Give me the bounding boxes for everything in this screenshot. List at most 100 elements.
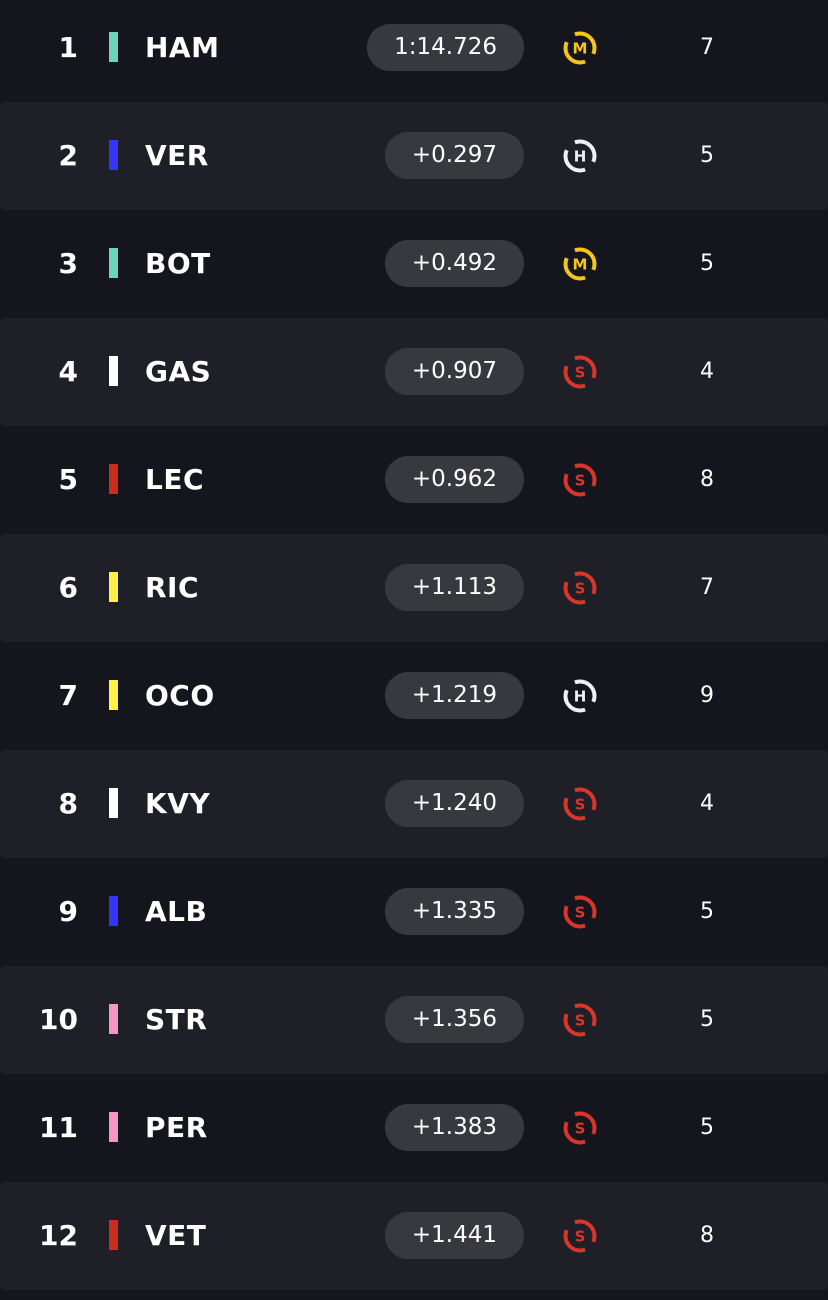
team-color-bar	[109, 140, 118, 170]
driver-code: RIC	[145, 571, 200, 604]
driver-code: PER	[145, 1111, 208, 1144]
driver-code: HAM	[145, 31, 220, 64]
tyre-ring	[563, 895, 597, 929]
result-row[interactable]: 11 PER +1.383 S 5	[0, 1074, 828, 1182]
position-number: 9	[58, 895, 78, 928]
lap-count: 5	[700, 1115, 714, 1140]
gap-time-pill: +0.297	[384, 132, 524, 179]
tyre-ring	[563, 1111, 597, 1145]
team-color-bar	[109, 32, 118, 62]
position-number: 12	[39, 1219, 78, 1252]
gap-time-pill: +1.356	[384, 996, 524, 1043]
gap-time-pill: +0.962	[384, 456, 524, 503]
result-row[interactable]: 12 VET +1.441 S 8	[0, 1182, 828, 1290]
position-number: 5	[58, 463, 78, 496]
team-color-bar	[109, 896, 118, 926]
lap-count: 7	[700, 575, 714, 600]
team-color-bar	[109, 572, 118, 602]
tyre-letter: S	[575, 1012, 586, 1030]
team-color-bar	[109, 788, 118, 818]
soft-tyre-icon: S	[563, 1111, 597, 1145]
position-number: 7	[58, 679, 78, 712]
lap-count: 4	[700, 791, 714, 816]
result-row[interactable]: 7 OCO +1.219 H 9	[0, 642, 828, 750]
tyre-ring	[563, 571, 597, 605]
tyre-letter: S	[575, 904, 586, 922]
medium-tyre-icon: M	[563, 31, 597, 65]
driver-code: GAS	[145, 355, 212, 388]
lap-count: 8	[700, 1223, 714, 1248]
lap-count: 8	[700, 467, 714, 492]
driver-code: STR	[145, 1003, 208, 1036]
tyre-ring	[563, 679, 597, 713]
tyre-letter: H	[574, 688, 587, 706]
result-row[interactable]: 8 KVY +1.240 S 4	[0, 750, 828, 858]
tyre-ring	[563, 787, 597, 821]
team-color-bar	[109, 1004, 118, 1034]
soft-tyre-icon: S	[563, 787, 597, 821]
lap-count: 4	[700, 359, 714, 384]
gap-time-pill: +1.335	[384, 888, 524, 935]
soft-tyre-icon: S	[563, 895, 597, 929]
lap-count: 5	[700, 251, 714, 276]
gap-time-pill: +1.113	[384, 564, 524, 611]
medium-tyre-icon: M	[563, 247, 597, 281]
tyre-letter: S	[575, 796, 586, 814]
tyre-letter: S	[575, 364, 586, 382]
team-color-bar	[109, 1112, 118, 1142]
lap-count: 5	[700, 1007, 714, 1032]
result-row[interactable]: 3 BOT +0.492 M 5	[0, 210, 828, 318]
gap-time-pill: +1.383	[384, 1104, 524, 1151]
lap-count: 7	[700, 35, 714, 60]
tyre-letter: S	[575, 1228, 586, 1246]
tyre-ring	[563, 31, 597, 65]
lap-time-pill: 1:14.726	[367, 24, 524, 71]
tyre-ring	[563, 139, 597, 173]
soft-tyre-icon: S	[563, 355, 597, 389]
tyre-letter: S	[575, 472, 586, 490]
tyre-ring	[563, 247, 597, 281]
driver-code: VER	[145, 139, 209, 172]
gap-time-pill: +0.492	[384, 240, 524, 287]
tyre-letter: M	[573, 256, 588, 274]
result-row[interactable]: 10 STR +1.356 S 5	[0, 966, 828, 1074]
tyre-ring	[563, 355, 597, 389]
position-number: 8	[58, 787, 78, 820]
gap-time-pill: +1.219	[384, 672, 524, 719]
soft-tyre-icon: S	[563, 463, 597, 497]
lap-count: 5	[700, 899, 714, 924]
result-row[interactable]: 9 ALB +1.335 S 5	[0, 858, 828, 966]
tyre-ring	[563, 1219, 597, 1253]
result-row[interactable]: 1 HAM 1:14.726 M 7	[0, 0, 828, 102]
position-number: 4	[58, 355, 78, 388]
tyre-letter: M	[573, 40, 588, 58]
position-number: 11	[39, 1111, 78, 1144]
position-number: 6	[58, 571, 78, 604]
team-color-bar	[109, 248, 118, 278]
tyre-ring	[563, 463, 597, 497]
team-color-bar	[109, 464, 118, 494]
position-number: 10	[39, 1003, 78, 1036]
hard-tyre-icon: H	[563, 679, 597, 713]
tyre-letter: S	[575, 1120, 586, 1138]
result-row[interactable]: 6 RIC +1.113 S 7	[0, 534, 828, 642]
result-row[interactable]: 2 VER +0.297 H 5	[0, 102, 828, 210]
hard-tyre-icon: H	[563, 139, 597, 173]
team-color-bar	[109, 356, 118, 386]
lap-count: 9	[700, 683, 714, 708]
gap-time-pill: +1.441	[384, 1212, 524, 1259]
soft-tyre-icon: S	[563, 571, 597, 605]
lap-count: 5	[700, 143, 714, 168]
driver-code: VET	[145, 1219, 207, 1252]
result-row[interactable]: 4 GAS +0.907 S 4	[0, 318, 828, 426]
gap-time-pill: +0.907	[384, 348, 524, 395]
driver-code: OCO	[145, 679, 215, 712]
result-row[interactable]: 5 LEC +0.962 S 8	[0, 426, 828, 534]
position-number: 3	[58, 247, 78, 280]
tyre-letter: S	[575, 580, 586, 598]
driver-code: ALB	[145, 895, 208, 928]
team-color-bar	[109, 1220, 118, 1250]
tyre-letter: H	[574, 148, 587, 166]
driver-code: KVY	[145, 787, 211, 820]
